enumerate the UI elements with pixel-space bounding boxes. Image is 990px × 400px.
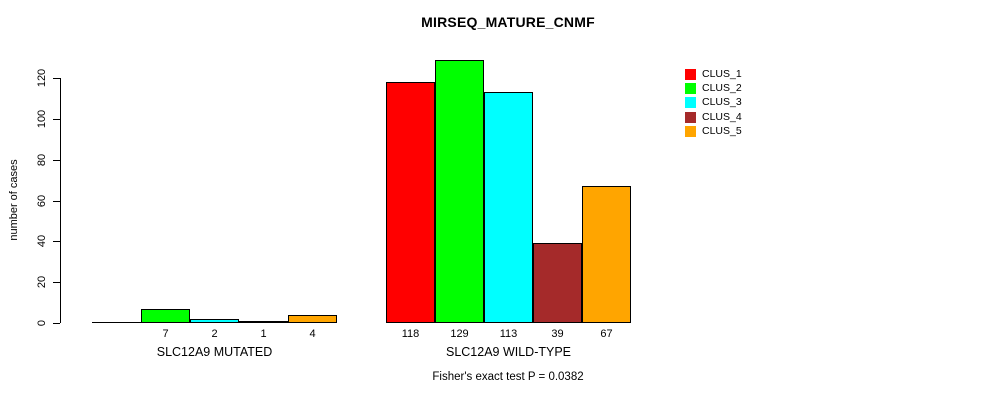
bar-value-label: 4: [309, 328, 316, 340]
bar: [582, 186, 631, 323]
bar-value-label: 2: [211, 328, 218, 340]
bar: [288, 315, 337, 323]
fisher-test-annotation: Fisher's exact test P = 0.0382: [432, 371, 584, 383]
bar: [533, 243, 582, 323]
legend-swatch: [685, 83, 696, 95]
bar-value-label: 67: [600, 328, 613, 340]
y-tick-label: 100: [36, 109, 48, 129]
legend-label: CLUS_1: [702, 67, 742, 80]
chart-title: MIRSEQ_MATURE_CNMF: [421, 14, 595, 30]
bar-value-label: 129: [450, 328, 469, 340]
y-tick-label: 0: [36, 319, 48, 327]
legend-item: CLUS_1: [685, 67, 742, 81]
legend-swatch: [685, 111, 696, 123]
y-tick-label: 80: [36, 153, 48, 166]
legend-swatch: [685, 97, 696, 109]
bar: [141, 309, 190, 323]
y-tick-label: 60: [36, 194, 48, 207]
legend-swatch: [685, 68, 696, 80]
y-tick-mark: [53, 119, 60, 120]
bar-value-label: 113: [499, 328, 518, 340]
legend-label: CLUS_5: [702, 125, 742, 138]
y-tick-mark: [53, 323, 60, 324]
bar: [435, 60, 484, 323]
y-axis-line: [60, 78, 61, 323]
group-label: SLC12A9 WILD-TYPE: [445, 345, 572, 359]
bar-value-label: 39: [551, 328, 564, 340]
y-tick-label: 40: [36, 235, 48, 248]
legend-item: CLUS_4: [685, 110, 742, 124]
bar: [484, 92, 533, 323]
bar: [190, 319, 239, 323]
y-tick-label: 120: [36, 69, 48, 88]
y-tick-mark: [53, 241, 60, 243]
legend-label: CLUS_4: [702, 110, 742, 123]
bar-value-label: 1: [260, 328, 267, 340]
y-tick-mark: [53, 282, 60, 284]
legend-item: CLUS_3: [685, 96, 742, 110]
bar: [386, 82, 435, 323]
bar-value-label: 118: [401, 328, 420, 340]
bar-value-label: 7: [162, 328, 169, 340]
group-label: SLC12A9 MUTATED: [156, 345, 273, 359]
bar: [239, 321, 288, 323]
legend-label: CLUS_3: [702, 96, 742, 109]
y-axis-label: number of cases: [8, 159, 20, 241]
legend: CLUS_1 CLUS_2 CLUS_3 CLUS_4 CLUS_5: [685, 67, 742, 139]
y-tick-mark: [53, 78, 60, 80]
legend-item: CLUS_2: [685, 81, 742, 95]
y-tick-mark: [53, 200, 60, 202]
legend-swatch: [685, 126, 696, 138]
y-tick-mark: [53, 159, 60, 161]
legend-label: CLUS_2: [702, 82, 742, 95]
y-tick-label: 20: [36, 276, 48, 289]
legend-item: CLUS_5: [685, 125, 742, 139]
